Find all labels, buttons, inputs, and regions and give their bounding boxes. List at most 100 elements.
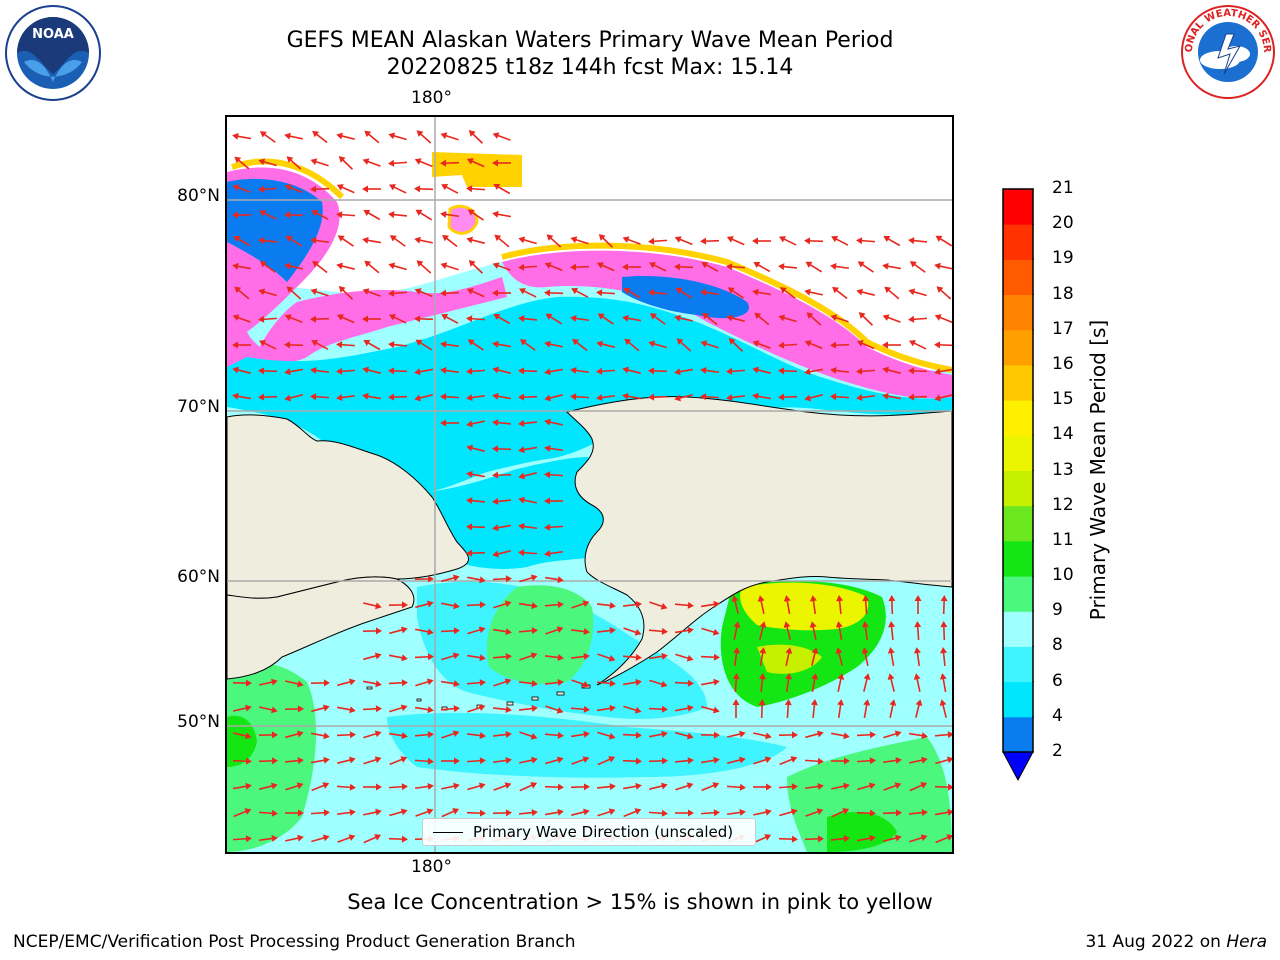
- colorbar-band: [1003, 470, 1033, 507]
- wave-arrow: [701, 678, 720, 686]
- wave-arrow: [415, 600, 434, 609]
- colorbar-band: [1003, 364, 1033, 401]
- colorbar-tick-label: 16: [1052, 353, 1074, 374]
- wave-arrow: [440, 289, 460, 297]
- wave-arrow: [908, 315, 928, 323]
- wave-arrow: [467, 782, 486, 791]
- wave-arrow: [831, 757, 850, 765]
- wave-arrow: [837, 673, 845, 692]
- wave-arrow: [623, 627, 642, 636]
- wave-arrow: [701, 262, 719, 272]
- wave-arrow: [492, 366, 511, 374]
- wave-arrow: [544, 576, 564, 584]
- wave-arrow: [232, 184, 251, 193]
- wave-arrow: [259, 131, 276, 143]
- wave-arrow: [388, 732, 408, 740]
- wave-arrow: [492, 809, 512, 817]
- wave-arrow: [492, 628, 512, 636]
- wave-arrow: [363, 680, 382, 688]
- colorbar-tick-label: 8: [1052, 635, 1063, 656]
- wave-arrow: [492, 471, 512, 479]
- wave-arrow: [337, 235, 354, 247]
- wave-arrow: [285, 809, 304, 817]
- wave-arrow: [310, 288, 329, 297]
- wave-arrow: [493, 678, 512, 687]
- wave-arrow: [492, 756, 512, 764]
- wave-arrow: [284, 262, 303, 270]
- wave-arrow: [831, 808, 850, 818]
- wave-arrow: [492, 653, 512, 661]
- wave-arrow: [649, 262, 667, 272]
- wave-arrow: [336, 184, 355, 194]
- wave-arrow: [518, 236, 537, 245]
- green-central: [486, 585, 594, 684]
- colorbar-tick-label: 18: [1052, 283, 1074, 304]
- wave-arrow: [415, 808, 434, 817]
- wave-arrow: [414, 653, 434, 661]
- colorbar-band: [1003, 259, 1033, 296]
- wave-arrow: [778, 341, 798, 349]
- wave-arrow: [467, 209, 484, 221]
- wave-arrow: [258, 834, 278, 842]
- map-panel: [225, 115, 954, 854]
- wave-arrow: [674, 314, 693, 322]
- wave-arrow: [440, 419, 459, 427]
- wave-arrow: [468, 260, 484, 274]
- lat-label-60: 60°N: [177, 567, 220, 587]
- colorbar-tick-label: 9: [1052, 600, 1063, 621]
- colorbar-band: [1003, 224, 1033, 260]
- wave-arrow: [493, 313, 511, 325]
- wave-arrow: [700, 653, 720, 661]
- wave-arrow: [624, 338, 640, 352]
- wave-arrow: [882, 341, 901, 349]
- wave-arrow: [596, 679, 616, 687]
- footer-machine: Hera: [1226, 932, 1267, 952]
- wave-arrow: [882, 262, 902, 270]
- wave-arrow: [466, 523, 486, 531]
- lat-label-70: 70°N: [177, 397, 220, 417]
- wave-arrow: [362, 627, 382, 635]
- wave-arrow: [336, 783, 356, 791]
- wave-arrow: [596, 262, 615, 272]
- wave-arrow: [700, 288, 720, 296]
- wave-arrow: [337, 834, 356, 843]
- wave-arrow: [466, 757, 486, 765]
- colorbar-tick-label: 15: [1052, 389, 1074, 410]
- chukchi-cyan: [227, 296, 952, 493]
- wave-arrow: [778, 783, 798, 791]
- wave-arrow: [338, 156, 354, 170]
- colorbar-band: [1003, 435, 1033, 471]
- wave-arrow: [726, 394, 746, 402]
- wave-arrow: [414, 575, 434, 583]
- wave-arrow: [570, 783, 590, 791]
- wave-arrow: [388, 341, 408, 349]
- wave-arrow: [441, 757, 460, 765]
- wave-arrow: [804, 340, 823, 350]
- wave-arrow: [934, 394, 952, 402]
- colorbar-band: [1003, 329, 1033, 366]
- wave-arrow: [675, 287, 693, 299]
- wave-arrow: [934, 808, 952, 816]
- wave-arrow: [726, 263, 746, 271]
- colorbar-tick-label: 14: [1052, 424, 1074, 445]
- wave-arrow: [440, 366, 460, 374]
- wave-arrow: [778, 314, 797, 323]
- wave-arrow: [863, 699, 871, 719]
- wave-arrow: [362, 705, 382, 713]
- wave-arrow: [913, 647, 921, 667]
- wave-arrow: [752, 237, 771, 245]
- wave-arrow: [388, 601, 408, 609]
- wave-arrow: [830, 262, 850, 270]
- wave-arrow: [858, 312, 874, 326]
- wave-arrow: [440, 680, 460, 688]
- colorbar-title: Primary Wave Mean Period [s]: [1086, 319, 1110, 621]
- wave-arrow: [519, 756, 538, 764]
- wave-arrow: [889, 699, 897, 718]
- wave-arrow: [414, 185, 434, 193]
- wave-arrow: [441, 808, 460, 818]
- wave-arrow: [882, 809, 902, 817]
- wave-arrow: [674, 679, 694, 687]
- wave-arrow: [310, 679, 330, 687]
- short-period-west: [227, 178, 323, 282]
- wave-arrow: [727, 287, 744, 299]
